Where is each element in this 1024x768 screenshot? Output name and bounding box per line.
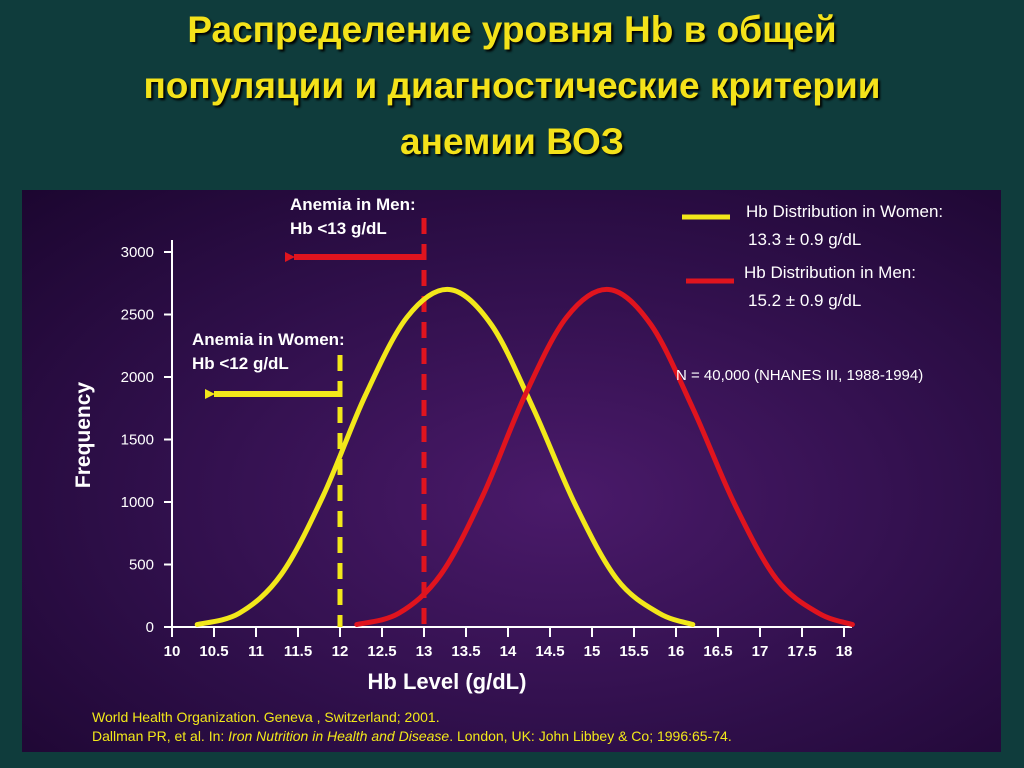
y-tick-label: 3000 — [121, 244, 154, 261]
title-line-3: анемии ВОЗ — [400, 121, 624, 162]
y-axis-label: Frequency — [72, 382, 95, 489]
men-threshold-label-line2: Hb <13 g/dL — [290, 219, 387, 238]
x-tick-label: 10.5 — [199, 643, 228, 660]
men-threshold-label-line1: Anemia in Men: — [290, 195, 416, 214]
x-tick-label: 14.5 — [535, 643, 564, 660]
y-tick-label: 2500 — [121, 307, 154, 324]
chart-panel: 0 500 1000 1500 2000 2500 3000 10 10.5 11 11.5 12 1… — [22, 190, 1001, 752]
legend-women-line2: 13.3 ± 0.9 g/dL — [748, 230, 861, 249]
x-tick-label: 18 — [836, 643, 853, 660]
x-tick-label: 13.5 — [451, 643, 480, 660]
women-distribution-curve — [194, 286, 696, 627]
legend-men-line2: 15.2 ± 0.9 g/dL — [748, 291, 861, 310]
y-tick-label: 0 — [146, 619, 154, 636]
sample-size-note: N = 40,000 (NHANES III, 1988-1994) — [676, 367, 923, 384]
legend-men-line1: Hb Distribution in Men: — [744, 263, 916, 282]
x-tick-label: 11 — [248, 643, 264, 660]
x-tick-label: 14 — [500, 643, 517, 660]
y-tick-label: 1500 — [121, 432, 154, 449]
x-tick-label: 16.5 — [703, 643, 732, 660]
legend-women-line1: Hb Distribution in Women: — [746, 202, 943, 221]
source-line-2: Dallman PR, et al. In: Iron Nutrition in… — [92, 728, 732, 744]
x-tick-label: 15 — [584, 643, 601, 660]
legend: Hb Distribution in Women: 13.3 ± 0.9 g/d… — [682, 202, 943, 310]
source-line-1: World Health Organization. Geneva , Swit… — [92, 709, 440, 725]
y-tick-label: 2000 — [121, 369, 154, 386]
slide-title: Распределение уровня Hb в общей популяци… — [0, 2, 1024, 170]
x-axis-label: Hb Level (g/dL) — [368, 669, 527, 694]
men-distribution-curve — [354, 286, 855, 627]
y-tick-label: 1000 — [121, 494, 154, 511]
x-tick-label: 17.5 — [787, 643, 816, 660]
x-tick-label: 12.5 — [367, 643, 396, 660]
x-tick-label: 11.5 — [284, 643, 312, 660]
y-tick-label: 500 — [129, 557, 154, 574]
women-threshold-label-line2: Hb <12 g/dL — [192, 354, 289, 373]
x-tick-label: 13 — [416, 643, 433, 660]
hb-distribution-chart: 0 500 1000 1500 2000 2500 3000 10 10.5 11 11.5 12 1… — [72, 195, 943, 744]
title-line-2: популяции и диагностические критерии — [143, 65, 881, 106]
x-tick-label: 12 — [332, 643, 349, 660]
x-tick-label: 15.5 — [619, 643, 648, 660]
x-tick-label: 16 — [668, 643, 685, 660]
x-tick-label: 17 — [752, 643, 769, 660]
title-line-1: Распределение уровня Hb в общей — [187, 9, 837, 50]
axes — [171, 240, 852, 628]
x-tick-label: 10 — [164, 643, 181, 660]
women-threshold-label-line1: Anemia in Women: — [192, 330, 345, 349]
